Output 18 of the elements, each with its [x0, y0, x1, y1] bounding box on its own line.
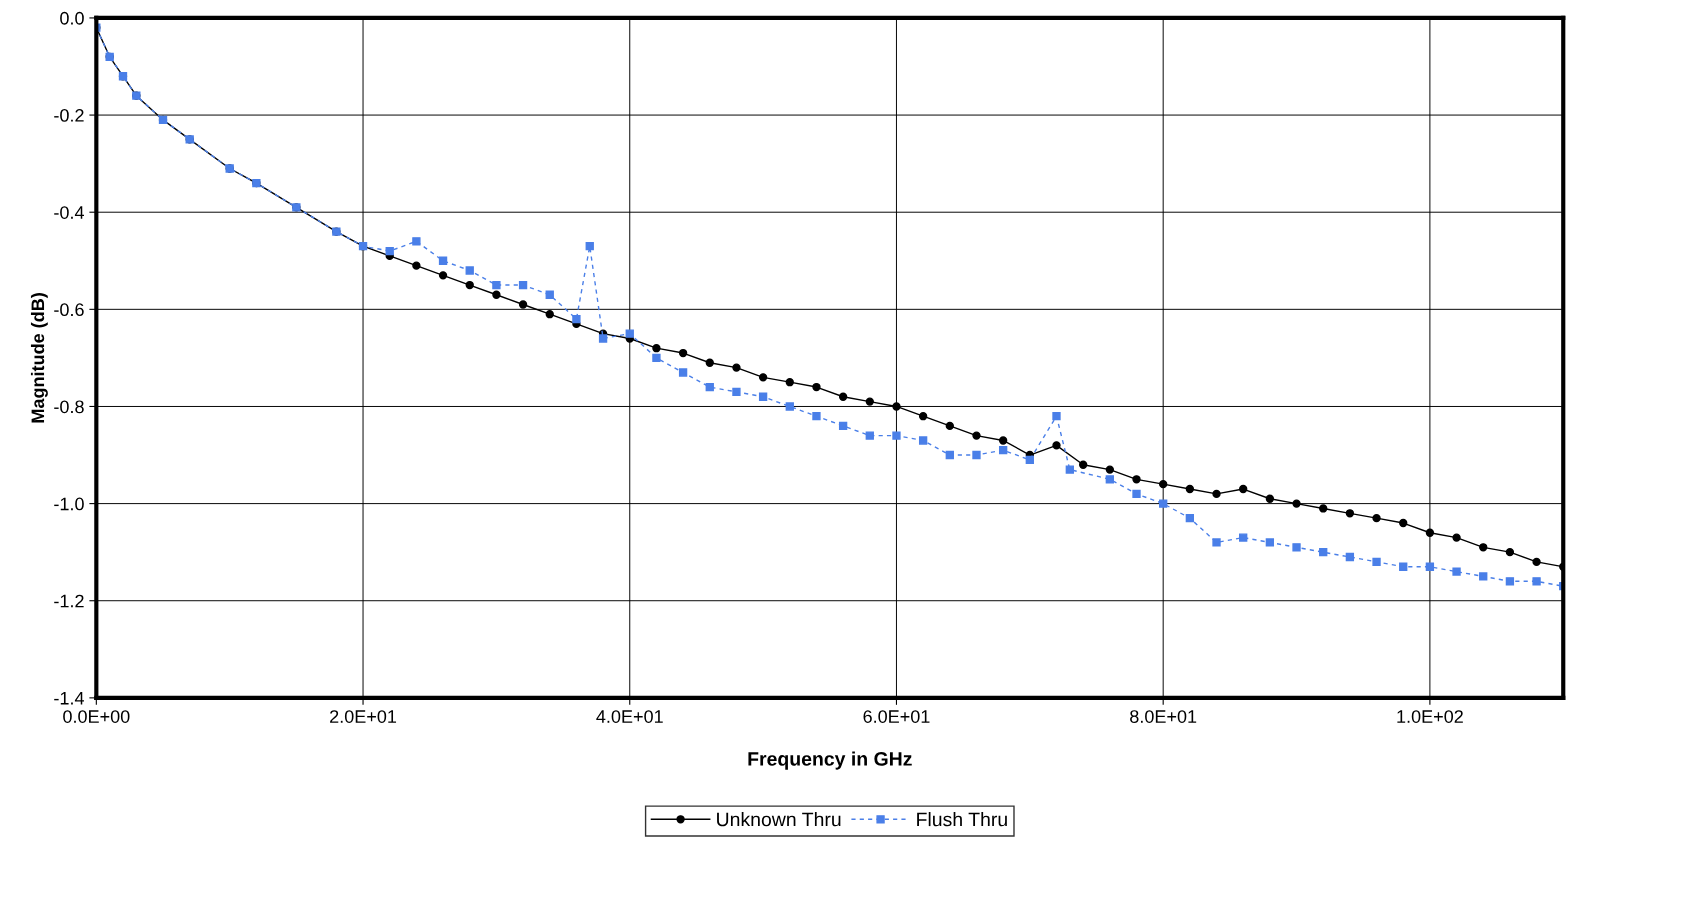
legend-label: Flush Thru — [917, 812, 1007, 827]
y-tick-label: 0.0 — [60, 11, 84, 25]
y-tick-label: -1.0 — [54, 497, 84, 511]
y-tick-label: -1.2 — [54, 594, 84, 608]
y-tick-label: -0.4 — [54, 206, 84, 219]
x-tick-label: 4.0E+01 — [596, 710, 663, 723]
x-axis-title: Frequency in GHz — [748, 751, 912, 770]
x-tick-label: 8.0E+01 — [1130, 710, 1197, 723]
y-tick-label: -0.6 — [54, 303, 84, 317]
y-tick-label: -1.4 — [54, 691, 84, 705]
y-tick-label: -0.8 — [54, 400, 84, 414]
legend-label: Unknown Thru — [717, 812, 841, 827]
x-tick-label: 6.0E+01 — [863, 710, 930, 723]
x-tick-label: 1.0E+02 — [1397, 710, 1463, 723]
x-tick-label: 2.0E+01 — [330, 710, 397, 723]
x-tick-label: 0.0E+00 — [63, 710, 130, 723]
y-tick-label: -0.2 — [54, 109, 84, 122]
y-axis-title: Magnitude (dB) — [30, 293, 48, 423]
